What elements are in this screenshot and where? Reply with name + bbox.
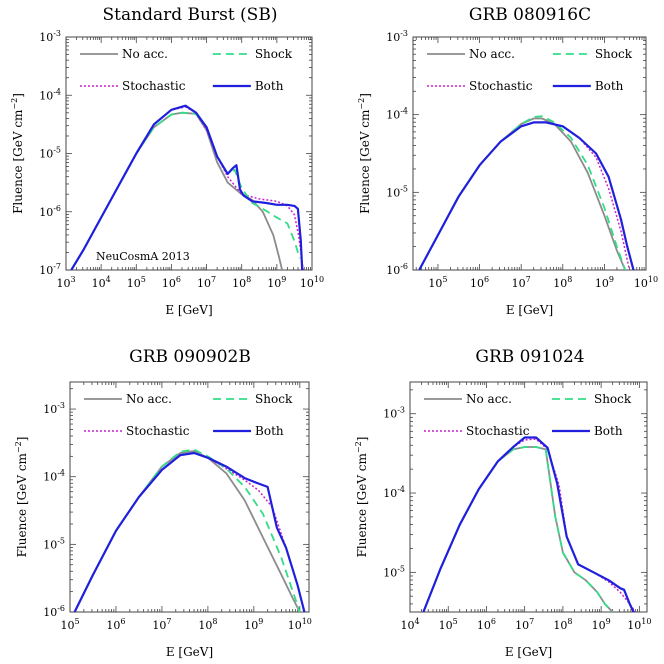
x-tick-label: 105 (127, 275, 146, 290)
y-tick-label: 10-5 (39, 146, 61, 161)
y-tick-label: 10-5 (383, 564, 405, 579)
legend-label-shock: Shock (595, 47, 633, 61)
x-axis-label: E [GeV] (166, 645, 213, 659)
series-line-shock (73, 448, 301, 612)
x-tick-label: 107 (152, 617, 171, 632)
x-tick-label: 105 (60, 617, 79, 632)
x-tick-label: 106 (470, 275, 489, 290)
series-line-shock (418, 115, 627, 270)
x-tick-label: 104 (400, 617, 419, 632)
legend-label-both: Both (255, 79, 284, 93)
x-tick-label: 105 (428, 275, 447, 290)
plot-frame (412, 36, 647, 271)
x-tick-label: 107 (512, 275, 531, 290)
legend-label-stochastic: Stochastic (466, 424, 530, 438)
x-tick-label: 109 (592, 617, 611, 632)
plot-frame (409, 381, 648, 613)
series-line-stochastic (73, 452, 306, 612)
y-tick-label: 10-3 (43, 401, 65, 416)
series-line-stochastic (422, 438, 637, 612)
legend-label-shock: Shock (255, 47, 293, 61)
legend-label-shock: Shock (255, 392, 293, 406)
series-line-both (422, 436, 635, 612)
x-tick-label: 108 (232, 275, 251, 290)
series-line-noacc (73, 450, 301, 612)
x-tick-label: 108 (553, 617, 572, 632)
x-tick-label: 104 (92, 275, 111, 290)
panel-title: GRB 080916C (469, 5, 591, 25)
panel-4: GRB 091024 104 105 106 107 108 109 1010 10-5 10-4… (354, 347, 651, 659)
x-tick-label: 106 (477, 617, 496, 632)
y-tick-label: 10-3 (39, 29, 61, 44)
y-tick-label: 10-3 (386, 29, 408, 44)
legend-label-noacc: No acc. (122, 47, 168, 61)
x-tick-label: 108 (553, 275, 572, 290)
legend-label-both: Both (594, 424, 623, 438)
series-line-noacc (418, 117, 627, 270)
x-tick-label: 103 (56, 275, 75, 290)
y-tick-label: 10-5 (386, 184, 408, 199)
x-tick-label: 109 (267, 275, 286, 290)
x-tick-label: 109 (244, 617, 263, 632)
x-tick-label: 109 (595, 275, 614, 290)
y-tick-label: 10-7 (39, 262, 61, 277)
annotation-neucosma: NeuCosmA 2013 (96, 250, 190, 263)
x-tick-label: 108 (198, 617, 217, 632)
x-axis-label: E [GeV] (506, 303, 553, 317)
y-tick-label: 10-4 (383, 485, 405, 500)
series-line-stochastic (70, 106, 304, 270)
y-tick-label: 10-5 (43, 536, 65, 551)
y-axis-label: Fluence [GeV cm−2] (10, 93, 25, 214)
legend-label-both: Both (595, 79, 624, 93)
x-tick-label: 1010 (634, 275, 658, 290)
y-tick-label: 10-6 (39, 204, 61, 219)
x-axis-label: E [GeV] (505, 645, 552, 659)
series-line-both (70, 104, 304, 270)
x-tick-label: 1010 (300, 275, 324, 290)
series-line-shock (70, 111, 301, 270)
x-tick-label: 1010 (288, 617, 312, 632)
panel-2: GRB 080916C 105 106 107 108 109 1010 10-6 10-5 10… (357, 5, 658, 317)
panel-title: Standard Burst (SB) (103, 5, 278, 25)
legend-label-noacc: No acc. (126, 392, 172, 406)
y-axis-label: Fluence [GeV cm−2] (354, 437, 369, 558)
series-line-both (73, 451, 306, 612)
x-tick-label: 107 (197, 275, 216, 290)
x-axis-label: E [GeV] (165, 303, 212, 317)
legend-label-stochastic: Stochastic (126, 424, 190, 438)
y-tick-label: 10-6 (386, 262, 408, 277)
x-tick-label: 106 (162, 275, 181, 290)
series-line-noacc (422, 446, 614, 612)
legend-label-noacc: No acc. (466, 392, 512, 406)
series-line-both (418, 121, 635, 270)
legend-label-noacc: No acc. (469, 47, 515, 61)
series-line-stochastic (418, 121, 631, 270)
legend-label-stochastic: Stochastic (122, 79, 186, 93)
series-line-noacc (70, 111, 283, 270)
x-tick-label: 107 (515, 617, 534, 632)
legend-label-stochastic: Stochastic (469, 79, 533, 93)
x-tick-label: 1010 (627, 617, 651, 632)
y-tick-label: 10-6 (43, 604, 65, 619)
y-tick-label: 10-4 (386, 107, 408, 122)
legend-label-shock: Shock (594, 392, 632, 406)
series-line-shock (422, 446, 614, 612)
y-tick-label: 10-4 (43, 469, 65, 484)
x-tick-label: 106 (106, 617, 125, 632)
panel-title: GRB 090902B (129, 347, 251, 367)
y-axis-label: Fluence [GeV cm−2] (357, 93, 372, 214)
legend-label-both: Both (255, 424, 284, 438)
y-axis-label: Fluence [GeV cm−2] (14, 437, 29, 558)
y-tick-label: 10-4 (39, 87, 61, 102)
plot-frame (65, 36, 313, 271)
panel-title: GRB 091024 (475, 347, 584, 367)
y-tick-label: 10-3 (383, 406, 405, 421)
panel-1: Standard Burst (SB) 103 104 105 106 107 108 109… (10, 5, 324, 317)
plot-frame (69, 381, 310, 613)
panel-3: GRB 090902B 105 106 107 108 109 1010 10-6 10-5 10… (14, 347, 312, 659)
x-tick-label: 105 (439, 617, 458, 632)
